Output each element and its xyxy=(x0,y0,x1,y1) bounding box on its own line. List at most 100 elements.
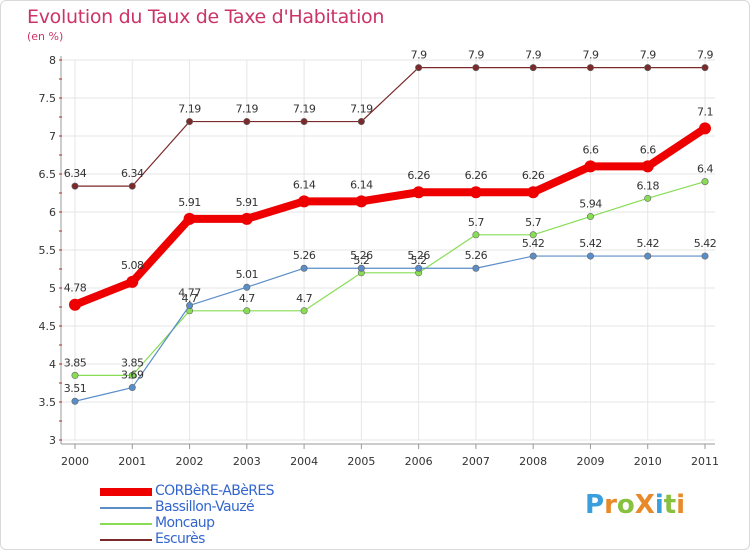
data-label-3: 7.19 xyxy=(350,103,373,116)
y-tick-label: 8 xyxy=(49,54,56,67)
data-label-0: 7.1 xyxy=(697,105,713,118)
data-label-2: 6.18 xyxy=(636,179,659,192)
data-point-0 xyxy=(126,275,139,288)
data-point-1 xyxy=(300,264,308,272)
y-tick-label: 7.5 xyxy=(39,92,57,105)
data-point-1 xyxy=(357,264,365,272)
legend-swatch xyxy=(100,507,152,509)
y-tick-label: 6 xyxy=(49,206,56,219)
data-label-0: 5.91 xyxy=(178,196,201,209)
y-tick-label: 6.5 xyxy=(39,168,57,181)
logo-letter: X xyxy=(634,490,655,520)
data-label-1: 5.01 xyxy=(236,268,259,281)
series-line-0 xyxy=(71,124,709,309)
data-label-3: 7.9 xyxy=(525,49,541,62)
data-label-1: 5.26 xyxy=(350,249,373,262)
data-label-2: 3.85 xyxy=(121,356,144,369)
legend-label: CORBèRE-ABèRES xyxy=(155,483,275,499)
x-tick-label: 2006 xyxy=(405,455,433,468)
data-point-0 xyxy=(699,122,711,135)
legend-swatch xyxy=(100,539,152,541)
data-point-3 xyxy=(644,64,652,72)
data-label-2: 4.7 xyxy=(182,292,198,305)
data-point-0 xyxy=(641,160,654,173)
x-tick-label: 2007 xyxy=(462,455,490,468)
data-label-3: 7.9 xyxy=(697,49,713,62)
data-point-3 xyxy=(243,118,251,126)
data-label-3: 6.34 xyxy=(64,167,87,180)
data-point-3 xyxy=(186,118,194,126)
data-label-0: 6.26 xyxy=(465,169,488,182)
data-label-2: 4.7 xyxy=(296,292,312,305)
data-point-2 xyxy=(529,231,537,239)
legend-label: Bassillon-Vauzé xyxy=(155,499,255,515)
data-label-1: 5.42 xyxy=(694,237,717,250)
data-label-1: 5.42 xyxy=(522,237,545,250)
data-label-2: 4.7 xyxy=(239,292,255,305)
x-tick-label: 2004 xyxy=(290,455,318,468)
data-label-3: 7.9 xyxy=(411,49,427,62)
x-tick-label: 2010 xyxy=(634,455,662,468)
data-label-0: 5.08 xyxy=(121,259,144,272)
y-tick-label: 4.5 xyxy=(39,320,57,333)
data-point-1 xyxy=(529,252,537,260)
y-tick-label: 5 xyxy=(49,282,56,295)
data-point-2 xyxy=(300,307,308,315)
data-point-2 xyxy=(644,194,652,202)
data-point-2 xyxy=(243,307,251,315)
data-point-0 xyxy=(240,212,253,225)
data-label-0: 6.26 xyxy=(522,169,545,182)
data-point-0 xyxy=(584,160,597,173)
data-point-0 xyxy=(183,212,196,225)
x-tick-label: 2000 xyxy=(61,455,89,468)
data-point-1 xyxy=(186,301,194,309)
data-point-1 xyxy=(243,283,251,291)
data-point-3 xyxy=(71,182,79,190)
legend-label: Moncaup xyxy=(155,515,215,531)
data-label-2: 5.7 xyxy=(525,216,541,229)
logo-letter: r xyxy=(604,490,617,520)
x-tick-label: 2003 xyxy=(233,455,261,468)
x-tick-label: 2002 xyxy=(176,455,204,468)
data-point-3 xyxy=(701,64,709,72)
data-point-1 xyxy=(701,252,709,260)
data-point-0 xyxy=(298,195,311,208)
data-label-2: 5.94 xyxy=(579,198,602,211)
logo-letter: t xyxy=(663,490,677,520)
data-point-0 xyxy=(412,186,425,199)
data-point-1 xyxy=(586,252,594,260)
logo-letter: P xyxy=(585,490,605,520)
data-point-1 xyxy=(128,384,136,392)
data-point-0 xyxy=(355,195,368,208)
data-point-3 xyxy=(300,118,308,126)
data-point-2 xyxy=(701,178,709,186)
logo-letter: i xyxy=(654,490,664,520)
legend-swatch xyxy=(100,523,152,525)
y-tick-label: 3 xyxy=(49,434,56,447)
data-label-1: 5.42 xyxy=(636,237,659,250)
data-label-1: 5.42 xyxy=(579,237,602,250)
series-line-1 xyxy=(74,255,706,402)
data-point-0 xyxy=(469,186,482,199)
x-tick-label: 2008 xyxy=(519,455,547,468)
data-label-3: 7.9 xyxy=(582,49,598,62)
data-label-0: 5.91 xyxy=(236,196,259,209)
x-tick-label: 2005 xyxy=(347,455,375,468)
data-point-1 xyxy=(472,264,480,272)
data-label-1: 4.77 xyxy=(178,286,201,299)
data-label-1: 3.51 xyxy=(64,382,87,395)
data-point-1 xyxy=(415,264,423,272)
data-label-2: 3.85 xyxy=(64,356,87,369)
data-point-1 xyxy=(71,397,79,405)
data-point-3 xyxy=(586,64,594,72)
data-point-3 xyxy=(128,182,136,190)
y-tick-label: 5.5 xyxy=(39,244,57,257)
data-point-3 xyxy=(529,64,537,72)
y-tick-label: 4 xyxy=(49,358,56,371)
data-label-1: 5.26 xyxy=(293,249,316,262)
x-tick-label: 2011 xyxy=(691,455,719,468)
data-label-1: 5.26 xyxy=(407,249,430,262)
data-label-3: 7.19 xyxy=(178,103,201,116)
x-tick-label: 2009 xyxy=(576,455,604,468)
